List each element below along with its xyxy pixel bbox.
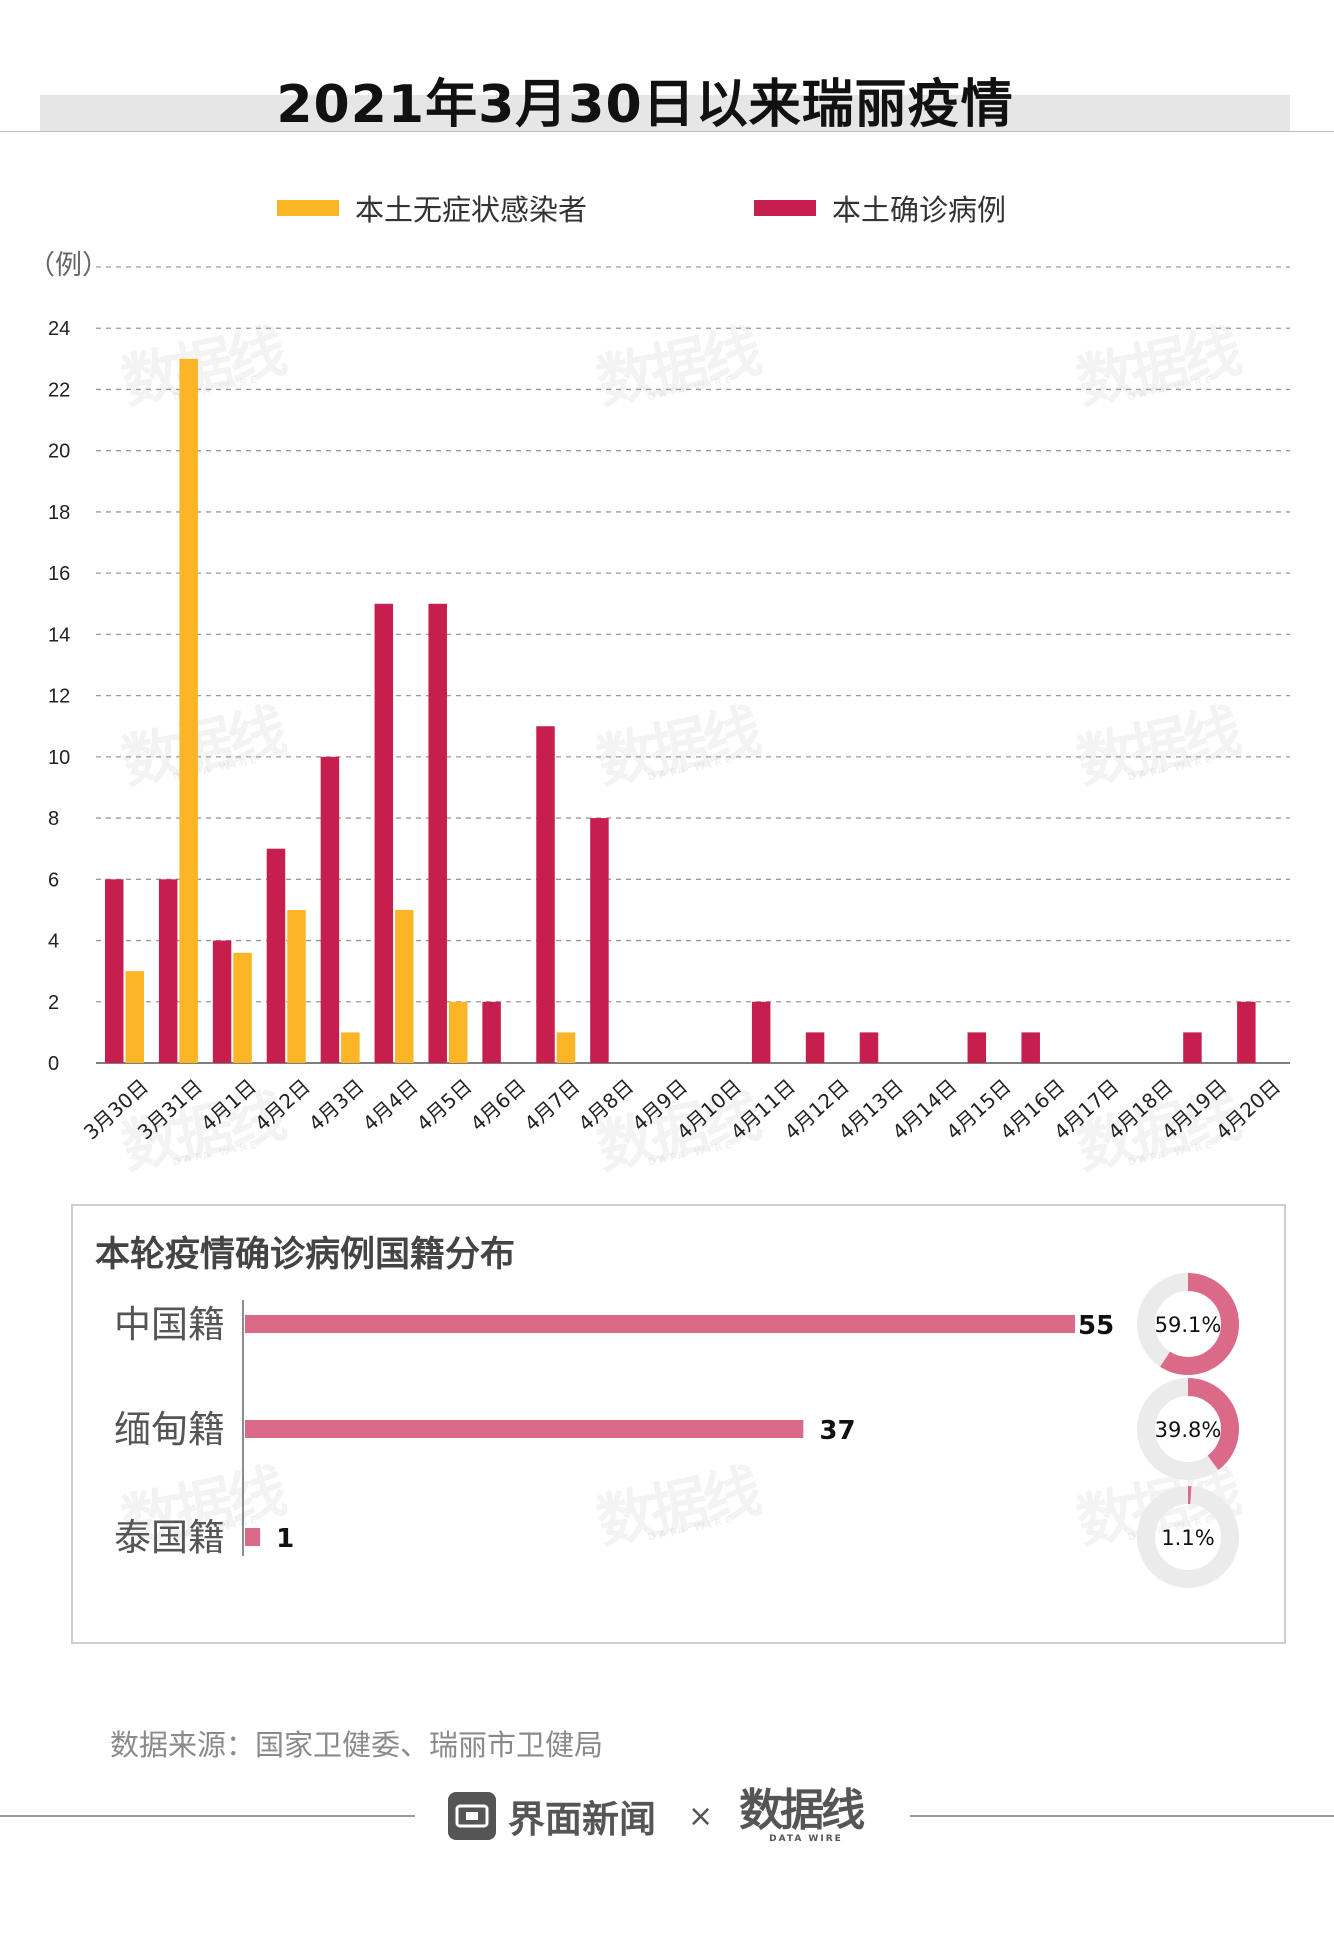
nationality-value-label: 37 [819, 1416, 855, 1446]
nationality-label: 泰国籍 [114, 1516, 225, 1559]
ring-progress [1137, 1378, 1239, 1480]
x-tick-label: 4月3日 [304, 1074, 369, 1136]
y-tick-label: 12 [48, 686, 70, 708]
nationality-value-label: 1 [276, 1524, 294, 1554]
y-tick-label: 2 [48, 992, 59, 1014]
nationality-panel [71, 1204, 1286, 1644]
nationality-label: 缅甸籍 [114, 1408, 225, 1451]
page-title: 2021年3月30日以来瑞丽疫情 [276, 75, 1014, 135]
legend-item-confirmed: 本土确诊病例 [754, 188, 1006, 228]
bar-asymptomatic [179, 358, 198, 1063]
y-axis-unit: （例） [28, 250, 109, 281]
bar-confirmed [1021, 1032, 1040, 1063]
bar-asymptomatic [125, 971, 144, 1063]
legend-swatch-asymptomatic [277, 200, 339, 216]
bar-asymptomatic [395, 909, 414, 1063]
bar-asymptomatic [233, 952, 252, 1063]
bar-confirmed [266, 848, 286, 1063]
ring-progress [1137, 1486, 1239, 1588]
y-tick-label: 6 [48, 869, 59, 891]
bar-confirmed [1237, 1001, 1256, 1063]
bar-confirmed [751, 1001, 771, 1063]
title-band [40, 95, 1290, 131]
x-tick-label: 4月2日 [250, 1074, 315, 1136]
y-tick-label: 20 [48, 441, 70, 463]
data-source: 数据来源：国家卫健委、瑞丽市卫健局 [110, 1728, 604, 1762]
bar-confirmed [428, 603, 447, 1063]
nationality-bar [245, 1315, 1075, 1333]
bar-asymptomatic [341, 1032, 360, 1063]
nationality-value-label: 55 [1078, 1311, 1114, 1341]
x-tick-label: 4月6日 [466, 1074, 531, 1136]
nationality-title: 本轮疫情确诊病例国籍分布 [95, 1235, 516, 1275]
x-tick-label: 4月5日 [412, 1074, 477, 1136]
y-tick-label: 0 [48, 1053, 59, 1075]
bar-confirmed [482, 1001, 501, 1063]
x-tick-label: 4月1日 [196, 1074, 261, 1136]
y-tick-label: 16 [48, 563, 70, 585]
y-tick-label: 22 [48, 379, 70, 401]
footer-brand: 界面新闻 × 数据线 DATA WIRE [448, 1786, 865, 1844]
x-tick-label: 4月7日 [520, 1074, 585, 1136]
legend-item-asymptomatic: 本土无症状感染者 [277, 188, 587, 228]
bar-confirmed [212, 940, 232, 1063]
bar-confirmed [105, 879, 124, 1063]
ring-percent-label: 39.8% [1155, 1418, 1222, 1442]
ring-progress [1137, 1273, 1239, 1375]
data-wire-logo-en: DATA WIRE [769, 1834, 843, 1844]
bar-confirmed [158, 879, 178, 1063]
bar-confirmed [320, 756, 340, 1063]
nationality-bar [245, 1420, 804, 1438]
ring-percent-label: 59.1% [1155, 1313, 1222, 1337]
brand-name: 界面新闻 [508, 1798, 656, 1841]
brand-separator: × [688, 1798, 714, 1834]
bar-confirmed [374, 603, 394, 1063]
bar-confirmed [805, 1032, 825, 1063]
legend-label-asymptomatic: 本土无症状感染者 [355, 193, 588, 227]
title-rule [0, 131, 1334, 132]
nationality-label: 中国籍 [114, 1303, 225, 1346]
footer-rule-right [910, 1815, 1334, 1817]
bar-confirmed [859, 1032, 879, 1063]
y-tick-label: 4 [48, 931, 59, 953]
bar-confirmed [967, 1032, 987, 1063]
legend-label-confirmed: 本土确诊病例 [832, 193, 1007, 227]
y-tick-label: 8 [48, 808, 59, 830]
y-tick-label: 14 [48, 624, 70, 646]
bar-confirmed [1183, 1032, 1202, 1063]
bar-asymptomatic [287, 909, 306, 1063]
bar-asymptomatic [556, 1032, 576, 1063]
data-wire-logo: 数据线 DATA WIRE [739, 1786, 865, 1846]
ring-percent-label: 1.1% [1161, 1526, 1214, 1550]
bar-confirmed [590, 818, 609, 1063]
bar-asymptomatic [448, 1001, 468, 1063]
x-tick-label: 4月4日 [358, 1074, 423, 1136]
legend-swatch-confirmed [754, 200, 816, 216]
y-tick-label: 18 [48, 502, 70, 524]
y-tick-label: 24 [48, 318, 70, 340]
nationality-bar [245, 1528, 261, 1546]
jiemian-logo-icon [448, 1792, 496, 1840]
x-tick-label: 4月8日 [574, 1074, 639, 1136]
bar-confirmed [536, 726, 555, 1063]
y-tick-label: 10 [48, 747, 70, 769]
data-wire-logo-cn: 数据线 [739, 1785, 865, 1836]
footer-rule-left [0, 1815, 415, 1817]
